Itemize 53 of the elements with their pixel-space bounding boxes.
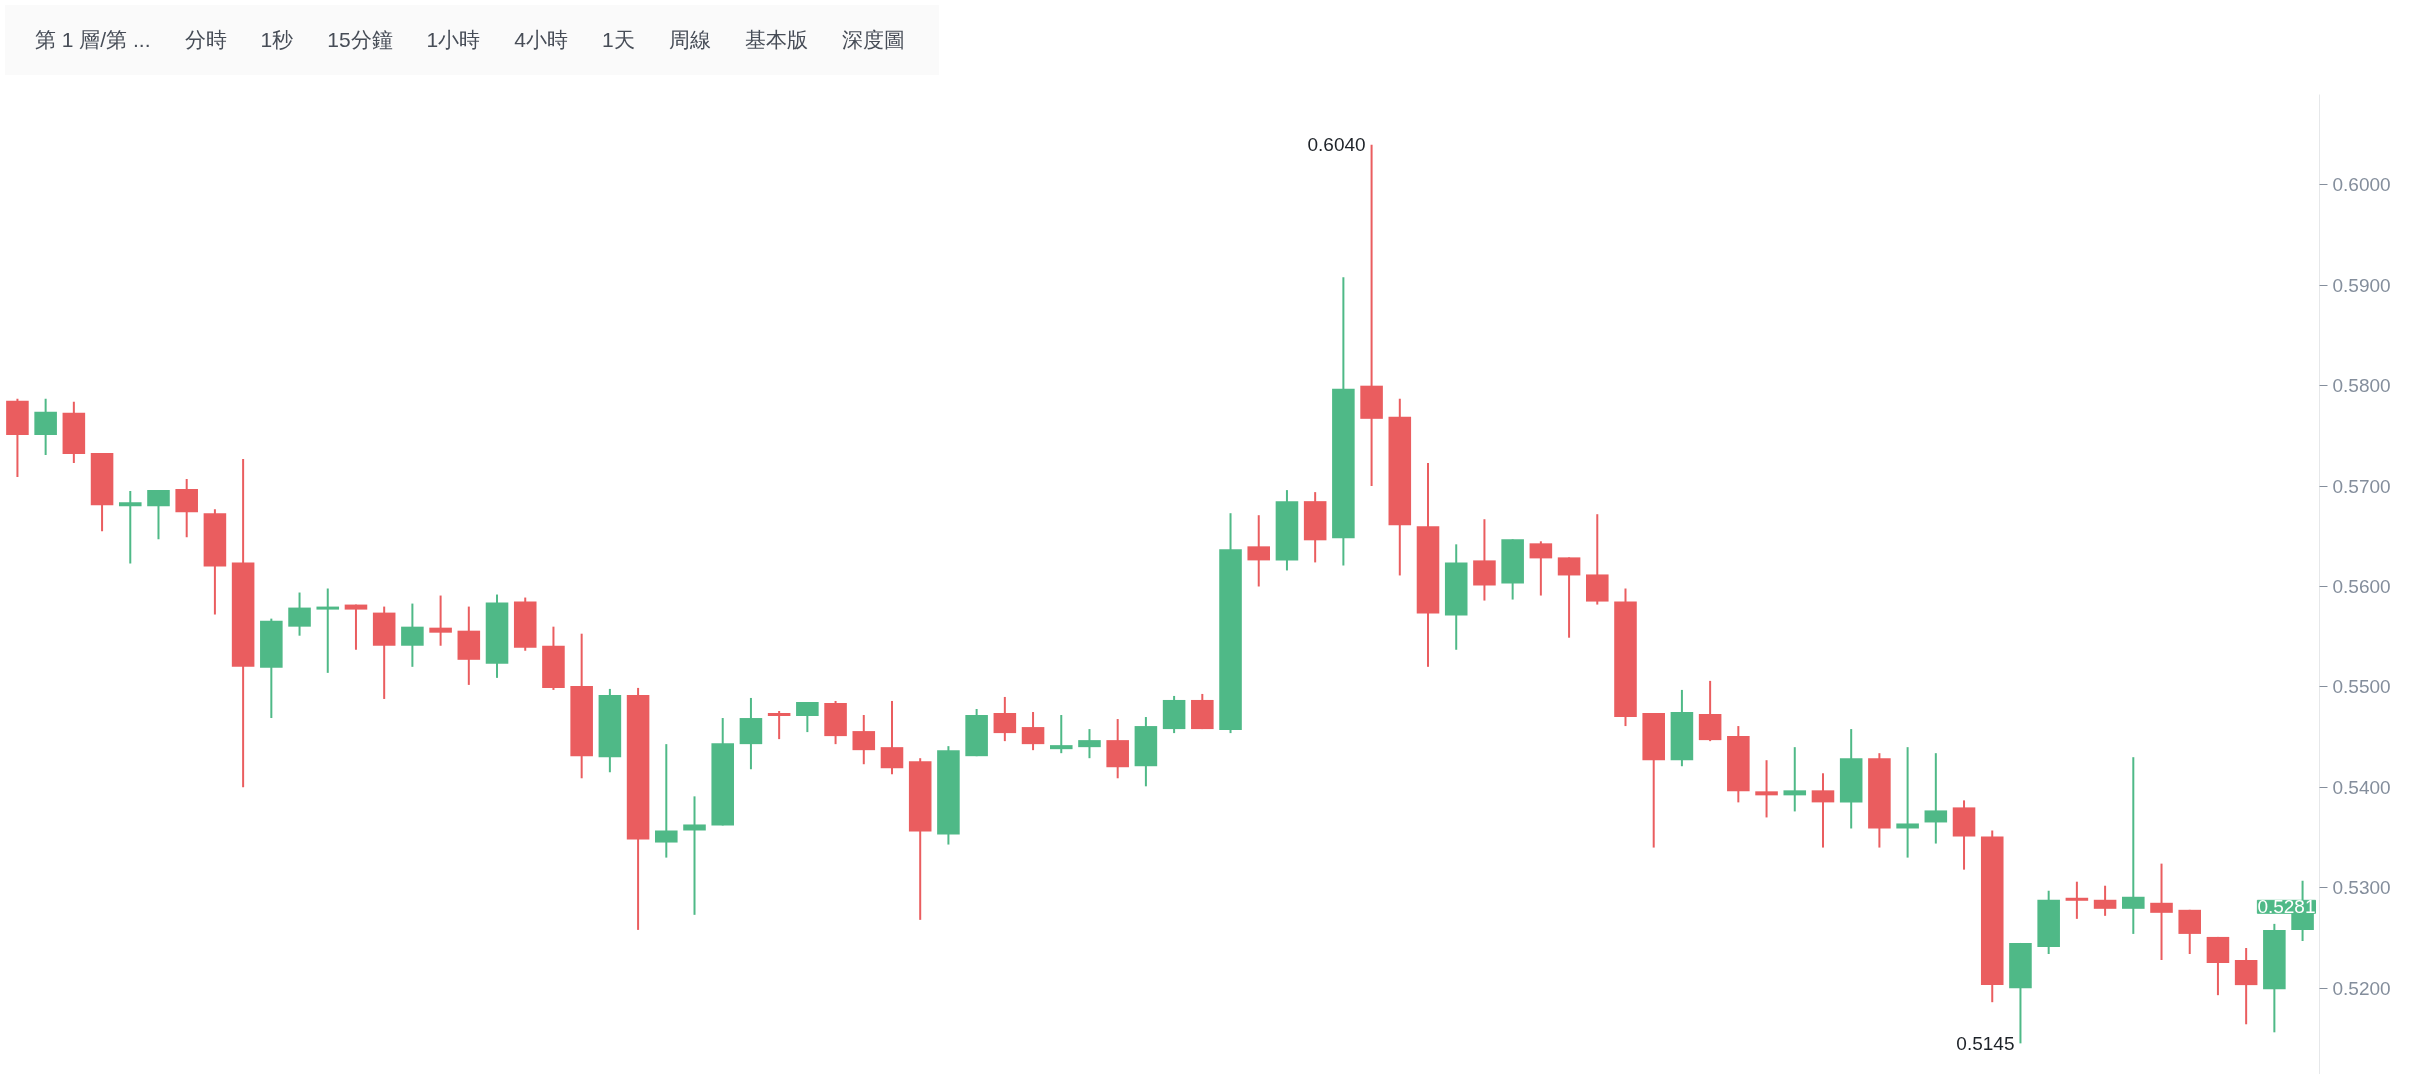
y-tick-label: 0.5800: [2332, 375, 2391, 397]
candlestick: [1896, 746, 1919, 859]
candlestick: [2150, 862, 2173, 962]
y-tick-label: 0.6000: [2332, 174, 2391, 196]
candlestick: [1247, 514, 1271, 588]
candlestick: [880, 699, 904, 776]
text: 1小時: [426, 27, 481, 53]
annotation: 0.5281: [2257, 896, 2316, 918]
candlestick: [316, 587, 340, 674]
candlestick: [2093, 884, 2117, 917]
text: 15分鐘: [327, 27, 393, 53]
y-tick-label: 0.5400: [2332, 776, 2391, 798]
text: 第 1 層/第 ...: [35, 27, 151, 53]
candlestick: [1811, 772, 1835, 849]
text: 周線: [668, 27, 711, 53]
candlestick: [1755, 759, 1778, 819]
y-tick-label: 0.5700: [2332, 475, 2391, 497]
candlestick: [429, 594, 452, 647]
candlestick: [344, 603, 368, 651]
candlestick: [796, 700, 819, 734]
text: 深度圖: [841, 27, 905, 53]
candlestick: [1078, 728, 1101, 760]
y-tick-label: 0.5600: [2332, 576, 2391, 597]
candlestick: [401, 602, 424, 668]
candlestick: [288, 591, 311, 637]
candlestick: [175, 478, 198, 539]
candlestick: [852, 714, 876, 766]
candlestick: [683, 795, 706, 916]
candlestick: [1049, 714, 1073, 755]
candlestick: [2065, 880, 2089, 920]
candlestick: [147, 489, 170, 541]
text: 1秒: [260, 27, 294, 53]
y-tick-label: 0.5900: [2332, 274, 2391, 296]
candlestick: [993, 695, 1017, 743]
candlestick: [118, 490, 142, 565]
text: 0.6040: [1307, 134, 1366, 156]
candlestick: [2122, 756, 2145, 935]
candlestick: [1783, 746, 1807, 813]
candlestick: [34, 397, 57, 456]
candlestick: [767, 710, 791, 741]
candlestick: [655, 743, 678, 859]
y-tick-label: 0.5300: [2332, 877, 2391, 899]
y-tick-label: 0.5200: [2332, 977, 2391, 999]
candlestick: [1529, 540, 1553, 597]
y-tick-label: 0.5500: [2332, 676, 2391, 698]
text: 1天: [601, 27, 635, 53]
text: 基本版: [744, 27, 808, 53]
candlestick: [1924, 752, 1948, 845]
candlestick: [1021, 711, 1045, 752]
text: 分時: [184, 27, 227, 53]
text: 0.5145: [1956, 1032, 2015, 1054]
candlestick: [1557, 556, 1581, 639]
text: 4小時: [514, 27, 568, 53]
